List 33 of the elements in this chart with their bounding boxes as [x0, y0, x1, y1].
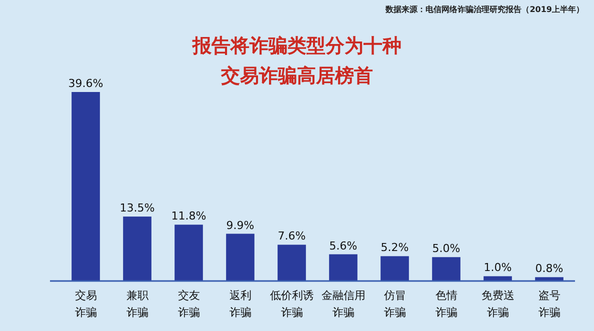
bar	[432, 257, 460, 281]
data-label: 5.0%	[432, 242, 460, 256]
x-tick-label: 免费送诈骗	[481, 289, 514, 319]
bar	[329, 254, 358, 281]
x-tick-label: 盗号诈骗	[538, 289, 560, 319]
x-tick-label: 交友诈骗	[178, 289, 200, 319]
data-label: 39.6%	[68, 77, 104, 90]
x-tick-label: 交易诈骗	[74, 289, 97, 319]
x-tick-label: 金融信用诈骗	[321, 289, 366, 319]
bar	[123, 216, 152, 281]
source-note: 数据来源：电信网络诈骗治理研究报告（2019上半年）	[384, 5, 584, 14]
data-label: 5.2%	[380, 241, 409, 254]
x-tick-label: 兼职诈骗	[126, 289, 148, 319]
chart-subtitle: 交易诈骗高居榜首	[220, 65, 373, 87]
bar	[278, 244, 306, 281]
chart-title: 报告将诈骗类型分为十种	[192, 35, 402, 57]
data-label: 5.6%	[329, 239, 358, 252]
data-label: 9.9%	[226, 218, 254, 232]
bar	[174, 224, 203, 281]
bar	[535, 277, 564, 281]
bar	[380, 256, 409, 281]
data-label: 11.8%	[171, 210, 206, 223]
data-label: 7.6%	[278, 230, 306, 243]
bar	[484, 276, 512, 281]
x-tick-label: 仿冒诈骗	[382, 289, 406, 319]
bar	[72, 92, 100, 281]
data-label: 1.0%	[484, 261, 512, 274]
data-label: 13.5%	[120, 202, 155, 215]
bar	[226, 234, 254, 281]
data-label: 0.8%	[535, 262, 564, 276]
x-tick-label: 返利诈骗	[229, 289, 252, 319]
x-tick-label: 低价利诱诈骗	[270, 289, 314, 319]
x-tick-label: 色情诈骗	[435, 289, 458, 319]
